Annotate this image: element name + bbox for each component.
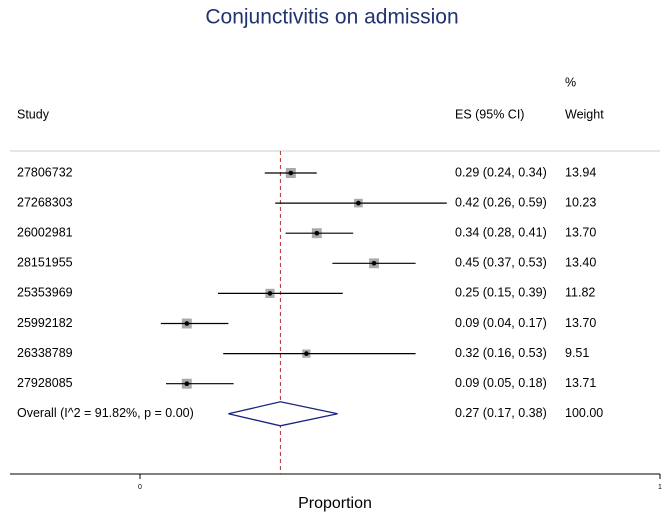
study-label: 27928085 — [17, 376, 73, 390]
x-tick-label: 1 — [658, 484, 662, 491]
es-label: 0.09 (0.04, 0.17) — [455, 316, 547, 330]
weight-header: Weight — [565, 107, 604, 121]
es-header: ES (95% CI) — [455, 107, 524, 121]
es-label: 0.25 (0.15, 0.39) — [455, 286, 547, 300]
overall-diamond — [228, 401, 338, 427]
weight-label: 13.40 — [565, 256, 596, 270]
overall-es-label: 0.27 (0.17, 0.38) — [455, 406, 547, 420]
es-point — [304, 351, 309, 356]
study-label: 25353969 — [17, 286, 73, 300]
es-label: 0.42 (0.26, 0.59) — [455, 195, 547, 209]
es-label: 0.45 (0.37, 0.53) — [455, 256, 547, 270]
overall-label: Overall (I^2 = 91.82%, p = 0.00) — [17, 406, 194, 420]
x-axis-label: Proportion — [298, 495, 372, 512]
weight-label: 10.23 — [565, 195, 596, 209]
study-label: 28151955 — [17, 256, 73, 270]
es-point — [267, 291, 273, 296]
study-label: 27806732 — [17, 165, 73, 179]
weight-label: 13.70 — [565, 225, 596, 239]
es-label: 0.34 (0.28, 0.41) — [455, 225, 547, 239]
es-point — [184, 381, 190, 387]
es-point — [371, 261, 377, 266]
es-label: 0.29 (0.24, 0.34) — [455, 165, 547, 179]
es-label: 0.09 (0.05, 0.18) — [455, 376, 547, 390]
es-point — [356, 200, 361, 206]
weight-header-top: % — [565, 75, 576, 89]
es-point — [288, 170, 294, 176]
study-label: 25992182 — [17, 316, 73, 330]
weight-label: 13.71 — [565, 376, 596, 390]
es-label: 0.32 (0.16, 0.53) — [455, 346, 547, 360]
chart-title: Conjunctivitis on admission — [205, 6, 458, 29]
weight-label: 9.51 — [565, 346, 589, 360]
weight-label: 13.94 — [565, 165, 596, 179]
weight-label: 13.70 — [565, 316, 596, 330]
es-point — [314, 230, 320, 236]
x-tick-label: 0 — [138, 484, 142, 491]
study-label: 26002981 — [17, 225, 73, 239]
overall-weight-label: 100.00 — [565, 406, 603, 420]
study-header: Study — [17, 107, 50, 121]
study-label: 26338789 — [17, 346, 73, 360]
weight-label: 11.82 — [565, 286, 595, 300]
es-point — [184, 321, 190, 326]
study-label: 27268303 — [17, 195, 73, 209]
